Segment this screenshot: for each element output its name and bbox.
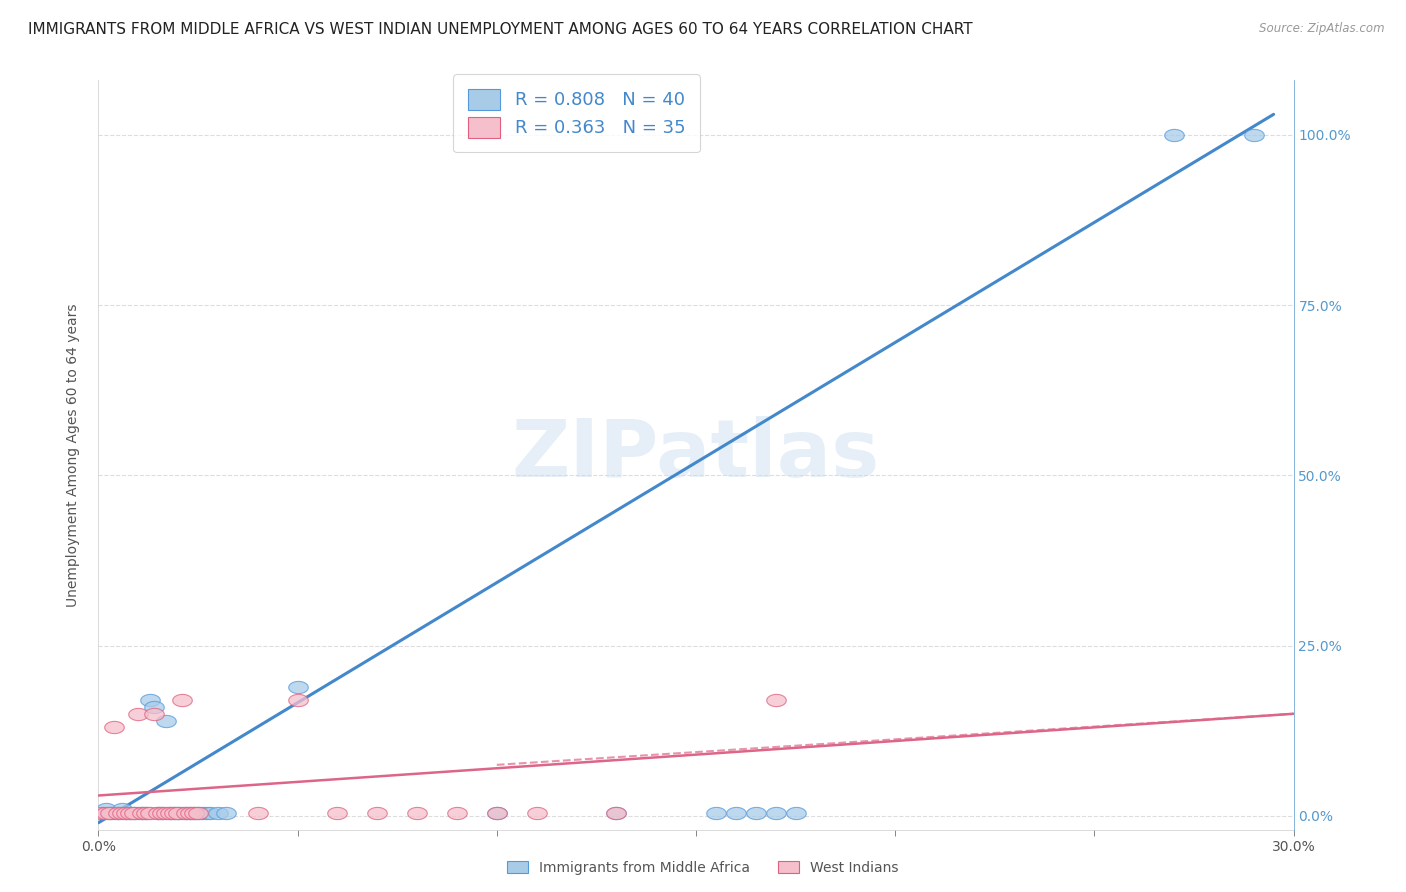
Point (98, 805, 122, 820)
Point (287, 693, 309, 707)
Point (172, 693, 194, 707)
Point (155, 714, 177, 728)
Point (148, 805, 170, 820)
Point (131, 805, 153, 820)
Point (246, 805, 269, 820)
Point (120, 805, 142, 820)
Legend: R = 0.808   N = 40, R = 0.363   N = 35: R = 0.808 N = 40, R = 0.363 N = 35 (453, 74, 700, 153)
Point (207, 805, 229, 820)
Point (96, 802, 118, 816)
Point (115, 805, 138, 820)
Point (366, 805, 388, 820)
Point (124, 805, 146, 820)
Point (159, 805, 181, 820)
Point (765, 693, 787, 707)
Point (111, 805, 134, 820)
Legend: Immigrants from Middle Africa, West Indians: Immigrants from Middle Africa, West Indi… (502, 855, 904, 880)
Point (163, 805, 186, 820)
Point (724, 805, 747, 820)
Point (127, 706, 149, 721)
Point (605, 805, 627, 820)
Point (148, 805, 170, 820)
Point (704, 805, 727, 820)
Point (163, 805, 186, 820)
Point (406, 805, 429, 820)
Point (135, 805, 157, 820)
Point (191, 805, 214, 820)
Point (287, 680, 309, 694)
Point (159, 805, 181, 820)
Point (187, 805, 209, 820)
Point (127, 805, 149, 820)
Text: Source: ZipAtlas.com: Source: ZipAtlas.com (1260, 22, 1385, 36)
Point (785, 805, 807, 820)
Point (183, 805, 205, 820)
Point (174, 805, 197, 820)
Point (139, 693, 162, 707)
Point (103, 805, 125, 820)
Text: IMMIGRANTS FROM MIDDLE AFRICA VS WEST INDIAN UNEMPLOYMENT AMONG AGES 60 TO 64 YE: IMMIGRANTS FROM MIDDLE AFRICA VS WEST IN… (28, 22, 973, 37)
Point (198, 805, 221, 820)
Point (143, 700, 166, 714)
Point (91, 805, 114, 820)
Point (745, 805, 768, 820)
Point (167, 805, 190, 820)
Point (1243, 128, 1265, 142)
Point (103, 720, 125, 734)
Point (179, 805, 201, 820)
Point (485, 805, 508, 820)
Point (485, 805, 508, 820)
Point (143, 706, 166, 721)
Point (446, 805, 468, 820)
Point (120, 805, 142, 820)
Point (172, 805, 194, 820)
Point (195, 805, 218, 820)
Point (96, 805, 118, 820)
Point (150, 805, 173, 820)
Point (124, 805, 146, 820)
Point (605, 805, 627, 820)
Text: ZIPatlas: ZIPatlas (512, 416, 880, 494)
Point (115, 805, 138, 820)
Point (215, 805, 238, 820)
Point (167, 805, 190, 820)
Point (131, 805, 153, 820)
Point (174, 805, 197, 820)
Point (107, 805, 129, 820)
Point (179, 805, 201, 820)
Point (150, 805, 173, 820)
Point (326, 805, 349, 820)
Point (1163, 128, 1185, 142)
Point (98, 805, 122, 820)
Point (526, 805, 548, 820)
Point (91, 805, 114, 820)
Point (107, 805, 129, 820)
Point (111, 802, 134, 816)
Point (183, 805, 205, 820)
Y-axis label: Unemployment Among Ages 60 to 64 years: Unemployment Among Ages 60 to 64 years (66, 303, 80, 607)
Point (155, 805, 177, 820)
Point (135, 805, 157, 820)
Point (765, 805, 787, 820)
Point (187, 805, 209, 820)
Point (139, 805, 162, 820)
